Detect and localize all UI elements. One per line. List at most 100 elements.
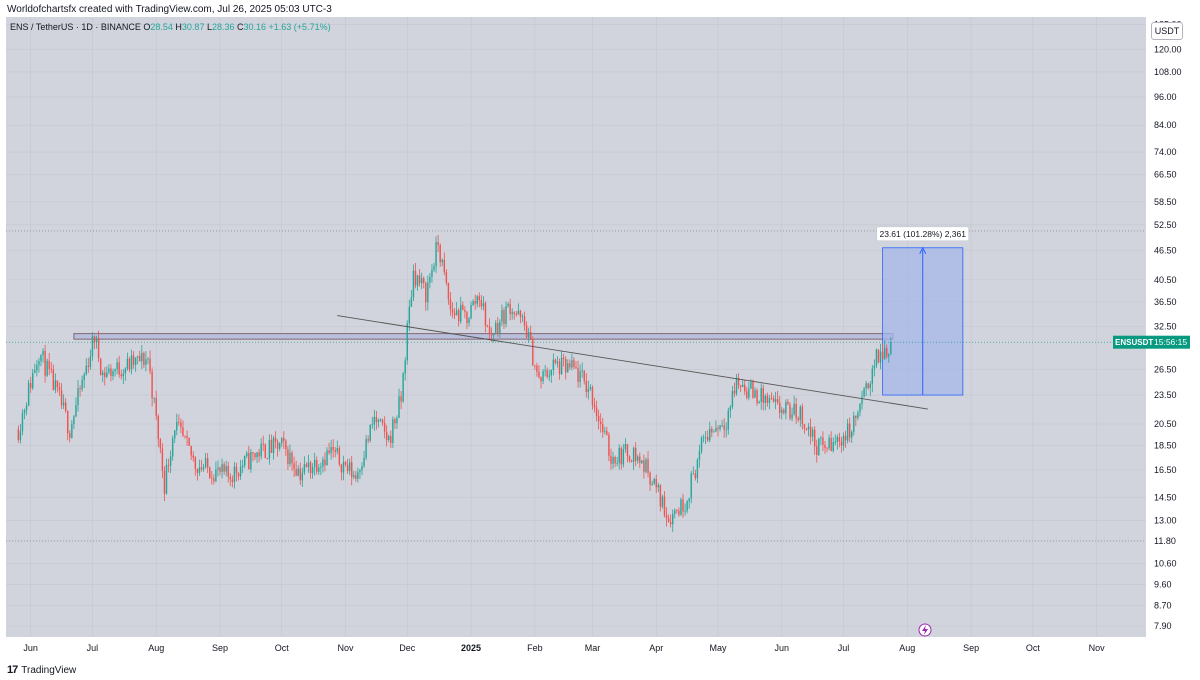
price-tick-label: 32.50: [1154, 321, 1177, 331]
candle-body: [490, 333, 493, 336]
candle-body: [377, 419, 380, 423]
candle-body: [497, 323, 499, 334]
candle-body: [375, 416, 378, 423]
candle-body: [301, 472, 304, 481]
candle-body: [322, 459, 324, 467]
candle-body: [326, 450, 328, 466]
candle-body: [820, 437, 822, 439]
candle-body: [501, 309, 503, 322]
candle-body: [122, 373, 125, 377]
candle-body: [713, 431, 715, 433]
candle-body: [770, 398, 773, 399]
candle-body: [690, 473, 692, 499]
candle-body: [89, 356, 92, 367]
candle-body: [69, 433, 71, 438]
candle-body: [507, 303, 509, 306]
time-tick-label: Oct: [1026, 643, 1041, 653]
candle-body: [867, 383, 869, 388]
candle-body: [637, 456, 639, 461]
candle-body: [470, 305, 472, 319]
time-tick-label: Sep: [963, 643, 979, 653]
candle-body: [838, 437, 841, 442]
last-price-tag-countdown-bg: [1150, 335, 1190, 349]
price-tick-label: 7.90: [1154, 621, 1172, 631]
last-price-ticker: ENSUSDT: [1115, 338, 1153, 347]
candle-body: [787, 401, 789, 405]
candle-body: [357, 472, 359, 479]
currency-button[interactable]: USDT: [1151, 22, 1183, 40]
attribution-header: Worldofchartsfx created with TradingView…: [7, 4, 332, 15]
candle-body: [425, 282, 427, 303]
candle-body: [725, 429, 727, 431]
candle-body: [23, 410, 26, 414]
candle-body: [886, 348, 888, 357]
candle-body: [336, 448, 339, 452]
candle-body: [766, 395, 769, 403]
candle-body: [85, 365, 87, 375]
candle-body: [237, 473, 240, 477]
candle-body: [281, 437, 283, 444]
candle-body: [106, 372, 108, 377]
candle-body: [861, 396, 863, 405]
candle-body: [359, 470, 361, 473]
candle-body: [449, 299, 452, 310]
candle-body: [285, 440, 287, 450]
price-tick-label: 26.50: [1154, 365, 1177, 375]
candle-body: [390, 436, 392, 444]
dotted-levels: [6, 230, 1146, 542]
candle-body: [153, 397, 155, 399]
time-tick-label: Nov: [1089, 643, 1106, 653]
candle-body: [108, 368, 110, 373]
candle-body: [455, 310, 458, 316]
candle-body: [361, 466, 363, 471]
price-tick-label: 23.50: [1154, 390, 1177, 400]
candle-body: [167, 464, 170, 466]
candle-body: [289, 452, 291, 464]
candle-body: [398, 396, 400, 418]
candle-body: [328, 450, 330, 454]
candle-body: [554, 359, 557, 364]
price-tick-label: 20.50: [1154, 419, 1177, 429]
time-axis: Jun Jul Aug Sep Oct Nov Dec 2025 Feb Mar Apr May Jun…: [23, 643, 1105, 653]
candle-body: [260, 443, 262, 457]
price-tick-label: 52.50: [1154, 220, 1177, 230]
candle-body: [663, 496, 666, 516]
candle-body: [136, 355, 139, 358]
candle-body: [441, 259, 443, 263]
candle-body: [505, 305, 507, 325]
time-tick-label: Apr: [649, 643, 663, 653]
candle-body: [476, 296, 478, 304]
candle-body: [752, 382, 754, 398]
candle-body: [246, 452, 248, 456]
candle-body: [194, 457, 197, 469]
candle-body: [367, 439, 369, 441]
candle-body: [799, 406, 802, 420]
candle-body: [141, 353, 143, 362]
candle-body: [768, 398, 771, 403]
candle-body: [396, 417, 398, 424]
candle-body: [95, 337, 98, 343]
candle-body: [40, 354, 42, 362]
candle-body: [851, 431, 853, 438]
candle-body: [560, 357, 563, 375]
candle-body: [532, 338, 534, 366]
candle-body: [159, 439, 162, 449]
candle-body: [71, 424, 73, 438]
candle-body: [44, 350, 46, 376]
time-tick-label: Mar: [585, 643, 601, 653]
candle-body: [443, 259, 446, 272]
candle-body: [215, 469, 217, 482]
candle-body: [258, 452, 260, 457]
tradingview-footer[interactable]: 17 TradingView: [7, 662, 76, 678]
candle-body: [58, 386, 61, 391]
candle-body: [83, 374, 85, 380]
candle-body: [645, 459, 647, 472]
candle-body: [324, 459, 326, 466]
candle-body: [657, 485, 660, 488]
candle-body: [139, 355, 141, 362]
last-price-countdown: 15:56:15: [1154, 337, 1187, 347]
candle-body: [628, 456, 631, 461]
candle-body: [480, 300, 483, 307]
